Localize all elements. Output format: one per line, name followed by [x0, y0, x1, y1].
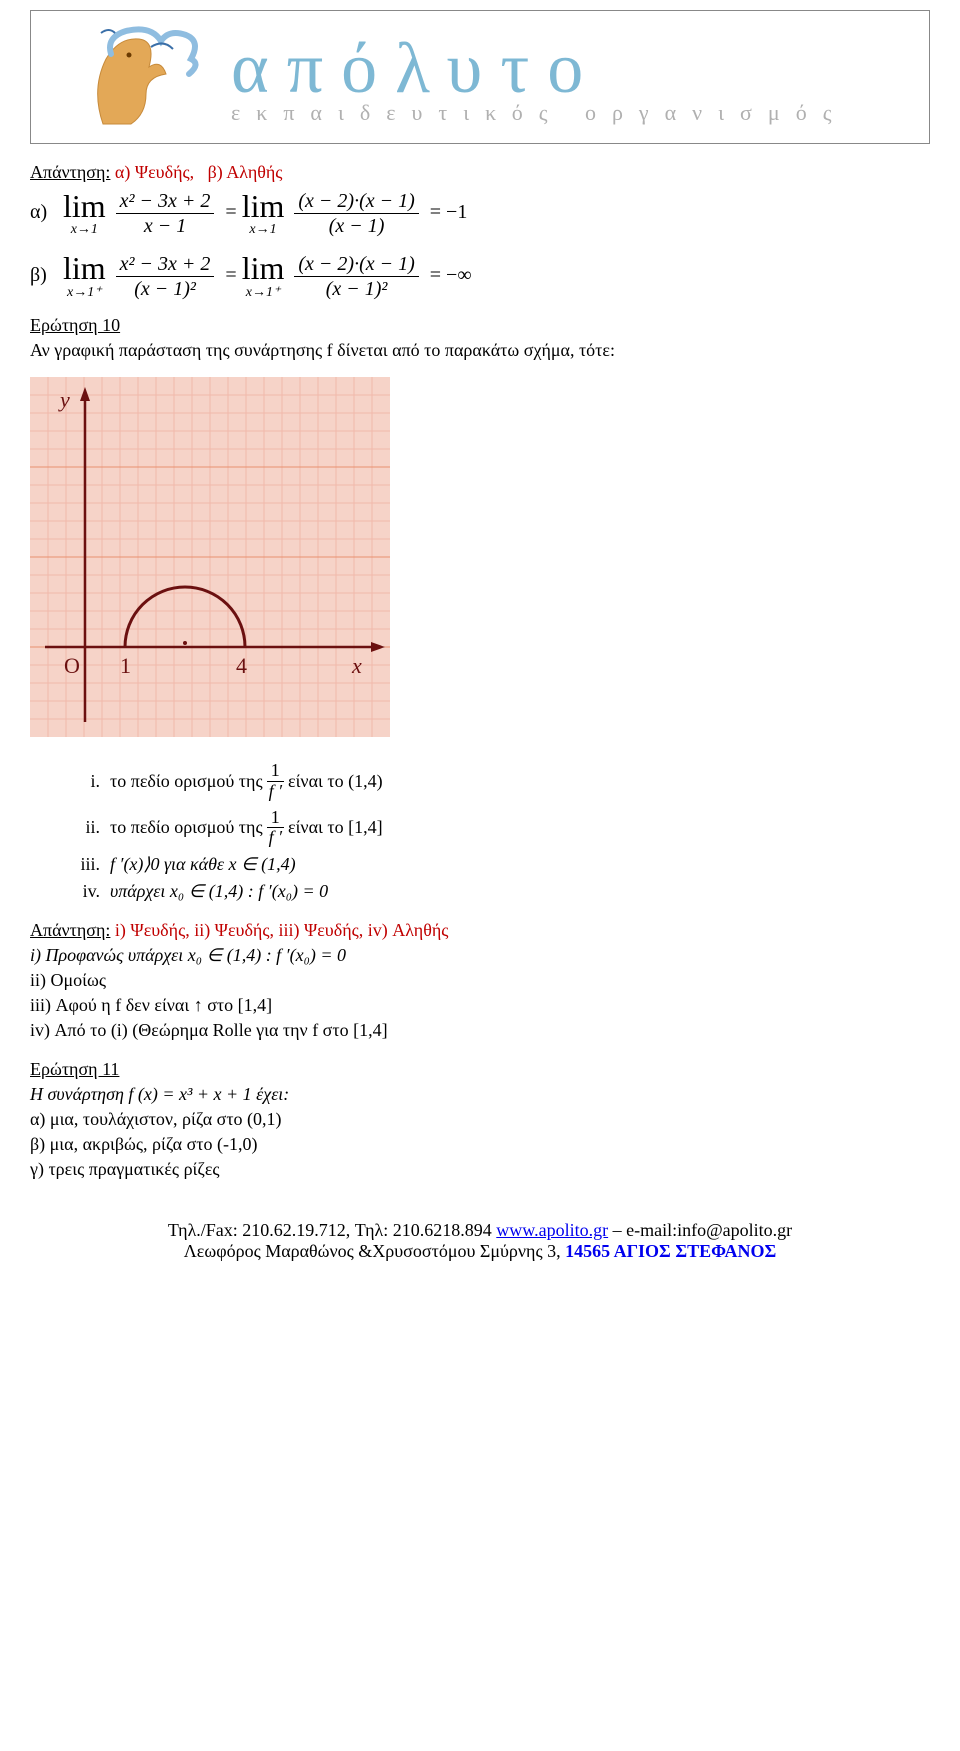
- label-y: y: [58, 387, 70, 412]
- label-x: x: [351, 653, 362, 678]
- answer-line-2: Απάντηση: i) Ψευδής, ii) Ψευδής, iii) Ψε…: [30, 920, 930, 941]
- item-i: i. το πεδίο ορισμού της 1f ′ είναι το (1…: [70, 761, 930, 802]
- q10-heading: Ερώτηση 10: [30, 315, 930, 336]
- graph: y O 1 4 x: [30, 377, 390, 737]
- brand-subtitle: εκπαιδευτικός οργανισμός: [231, 100, 909, 126]
- label-O: O: [64, 653, 80, 678]
- expl-iv: iv) Από το (i) (Θεώρημα Rolle για την f …: [30, 1020, 930, 1041]
- label-4: 4: [236, 653, 247, 678]
- q11-c: γ) τρεις πραγματικές ρίζες: [30, 1159, 930, 1180]
- footer: Τηλ./Fax: 210.62.19.712, Τηλ: 210.6218.8…: [30, 1220, 930, 1262]
- q11-text: Η συνάρτηση f (x) = x³ + x + 1 έχει:: [30, 1084, 930, 1105]
- q10-text: Αν γραφική παράσταση της συνάρτησης f δί…: [30, 340, 930, 361]
- limit-beta: β) limx→1⁺ x² − 3x + 2(x − 1)² = limx→1⁺…: [30, 252, 930, 301]
- q11-heading: Ερώτηση 11: [30, 1059, 930, 1080]
- expl-ii: ii) Ομοίως: [30, 970, 930, 991]
- item-iii: iii. f ′(x)⟩0 για κάθε x ∈ (1,4): [70, 854, 930, 875]
- limit-alpha: α) limx→1 x² − 3x + 2x − 1 = limx→1 (x −…: [30, 189, 930, 238]
- label-1: 1: [120, 653, 131, 678]
- item-iv: iv. υπάρχει x₀ ∈ (1,4) : f ′(x₀) = 0: [70, 881, 930, 902]
- expl-iii: iii) Αφού η f δεν είναι ↑ στο [1,4]: [30, 995, 930, 1016]
- item-ii: ii. το πεδίο ορισμού της 1f ′ είναι το […: [70, 808, 930, 849]
- brand-title: απόλυτο: [231, 32, 909, 104]
- footer-link[interactable]: www.apolito.gr: [496, 1220, 608, 1240]
- header-banner: απόλυτο εκπαιδευτικός οργανισμός: [30, 10, 930, 144]
- logo: [51, 19, 211, 139]
- expl-i: i) Προφανώς υπάρχει x₀ ∈ (1,4) : f ′(x₀)…: [30, 945, 930, 966]
- q11-a: α) μια, τουλάχιστον, ρίζα στο (0,1): [30, 1109, 930, 1130]
- answer-line-1: Απάντηση: α) Ψευδής, β) Αληθής: [30, 162, 930, 183]
- ans-alpha: α) Ψευδής,: [115, 162, 194, 182]
- q11-b: β) μια, ακριβώς, ρίζα στο (-1,0): [30, 1134, 930, 1155]
- ans-beta: β) Αληθής: [208, 162, 283, 182]
